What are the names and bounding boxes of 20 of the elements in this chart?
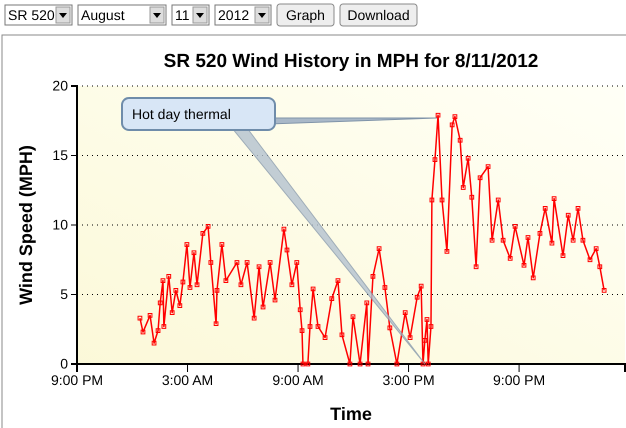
y-tick-label: 20 bbox=[52, 77, 68, 94]
x-tick-label: 3:00 PM bbox=[382, 372, 435, 388]
y-tick-label: 0 bbox=[60, 355, 68, 372]
dropdown: SR 520 bbox=[4, 4, 72, 26]
button: Graph bbox=[276, 4, 334, 26]
dropdown: 2012 bbox=[214, 4, 272, 26]
y-tick-label: 15 bbox=[52, 146, 68, 163]
annotation: Hot day thermal bbox=[132, 106, 231, 122]
button: Download bbox=[340, 4, 418, 26]
y-tick-label: 5 bbox=[60, 286, 68, 302]
dropdown: 11 bbox=[172, 4, 210, 26]
x-tick-label: 9:00 AM bbox=[272, 372, 324, 388]
y-axis-title: Wind Speed (MPH) bbox=[16, 145, 36, 305]
x-tick-label: 9:00 PM bbox=[50, 372, 104, 388]
chart-title: SR 520 Wind History in MPH for 8/11/2012 bbox=[164, 51, 538, 72]
x-tick-label: 9:00 PM bbox=[493, 372, 546, 388]
y-tick-label: 10 bbox=[52, 216, 68, 232]
dropdown: August bbox=[78, 4, 166, 26]
x-axis-title: Time bbox=[330, 404, 372, 424]
x-tick-label: 3:00 AM bbox=[162, 372, 214, 388]
